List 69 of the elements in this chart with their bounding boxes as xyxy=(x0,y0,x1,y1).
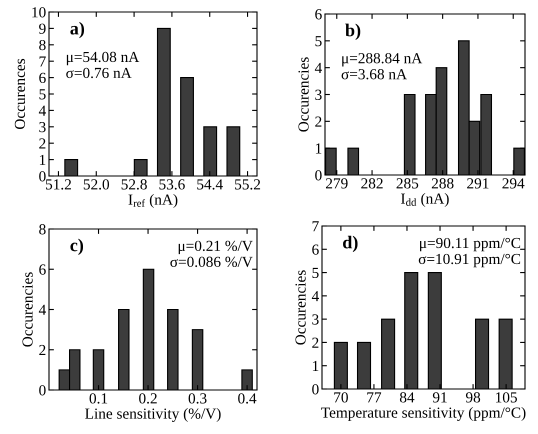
annotation: μ=54.08 nA σ=0.76 nA xyxy=(66,52,140,78)
x-axis-title: I$_{dd}$ (nA) xyxy=(401,193,449,207)
y-axis-title: Occurencies xyxy=(295,270,306,345)
annotation: d) xyxy=(343,236,358,252)
annotation: μ=90.11 ppm/°C σ=10.91 ppm/°C xyxy=(418,238,520,268)
y-axis-title: Occurencies xyxy=(298,57,309,132)
y-tick-label: 3 xyxy=(312,314,319,325)
y-tick-label: 5 xyxy=(315,36,322,46)
x-tick-label: 291 xyxy=(467,178,488,189)
x-tick-label: 279 xyxy=(326,178,348,189)
x-tick-label: 54.4 xyxy=(197,179,223,190)
y-tick-label: 1 xyxy=(316,143,322,154)
y-tick-label: 10 xyxy=(32,7,46,18)
x-tick-label: 52.8 xyxy=(122,179,147,190)
annotation: a) xyxy=(70,22,84,38)
y-tick-label: 8 xyxy=(39,224,46,234)
y-tick-label: 1 xyxy=(312,360,318,372)
y-tick-label: 1 xyxy=(40,154,46,165)
x-tick-label: 77 xyxy=(367,392,382,402)
y-tick-label: 6 xyxy=(39,72,46,84)
x-tick-label: 105 xyxy=(496,392,517,403)
x-axis-title: Temperature sensitivity (ppm/°C) xyxy=(321,407,526,421)
annotation: μ=288.84 nA σ=3.68 nA xyxy=(342,53,422,80)
y-tick-label: 7 xyxy=(40,56,46,66)
x-tick-label: 51.2 xyxy=(46,179,71,190)
y-tick-label: 2 xyxy=(39,344,46,356)
x-tick-label: 0.1 xyxy=(90,393,108,404)
annotation: μ=0.21 %/V σ=0.086 %/V xyxy=(170,240,253,268)
y-tick-label: 4 xyxy=(38,106,46,116)
x-tick-label: 84 xyxy=(400,392,414,403)
x-tick-label: 288 xyxy=(432,178,454,189)
x-axis-title: I$_{ref}$ (nA) xyxy=(128,194,178,208)
y-tick-label: 2 xyxy=(39,138,46,148)
x-tick-label: 98 xyxy=(466,392,480,403)
y-tick-label: 0 xyxy=(39,171,46,182)
y-tick-label: 3 xyxy=(315,90,322,100)
y-tick-label: 4 xyxy=(312,291,319,302)
x-tick-label: 70 xyxy=(334,392,348,403)
annotation: c) xyxy=(70,238,84,256)
y-tick-label: 6 xyxy=(39,264,46,275)
y-tick-label: 9 xyxy=(39,24,46,34)
y-tick-label: 6 xyxy=(315,9,322,20)
x-axis-title: Line sensitivity (%/V) xyxy=(85,408,221,422)
x-tick-label: 55.2 xyxy=(235,179,260,190)
y-tick-label: 2 xyxy=(312,338,318,348)
x-tick-label: 0.4 xyxy=(238,393,256,404)
y-tick-label: 0 xyxy=(39,385,46,396)
x-tick-label: 91 xyxy=(432,392,447,403)
x-tick-label: 53.6 xyxy=(159,179,185,190)
x-tick-label: 285 xyxy=(396,178,418,189)
x-tick-label: 52.0 xyxy=(84,179,110,190)
y-tick-label: 3 xyxy=(39,122,46,132)
y-tick-label: 0 xyxy=(315,170,322,180)
y-tick-label: 7 xyxy=(312,221,319,232)
y-axis-title: Occurences xyxy=(14,58,26,129)
x-tick-label: 282 xyxy=(361,178,383,189)
y-tick-label: 2 xyxy=(315,116,322,127)
x-tick-label: 294 xyxy=(502,178,524,189)
y-axis-title: Occurencies xyxy=(22,272,33,347)
y-tick-label: 0 xyxy=(312,384,319,394)
y-tick-label: 6 xyxy=(312,244,319,255)
annotation: b) xyxy=(345,24,360,40)
y-tick-label: 5 xyxy=(39,89,46,100)
y-tick-label: 5 xyxy=(312,268,319,278)
y-tick-label: 4 xyxy=(38,304,46,315)
y-tick-label: 4 xyxy=(314,62,322,73)
x-tick-label: 0.2 xyxy=(139,393,157,404)
y-tick-label: 8 xyxy=(39,40,46,50)
x-tick-label: 0.3 xyxy=(188,393,207,404)
